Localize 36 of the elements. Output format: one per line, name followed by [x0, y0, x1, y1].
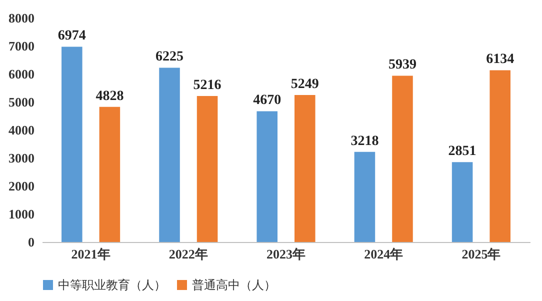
legend-label: 普通高中（人）: [192, 278, 276, 292]
x-tick-label: 2025年: [462, 246, 501, 262]
y-tick-label: 3000: [8, 150, 34, 166]
data-label: 5216: [193, 78, 222, 93]
y-tick-label: 4000: [8, 122, 34, 138]
bar: [392, 76, 413, 242]
bar: [62, 46, 82, 242]
bar: [159, 68, 180, 242]
data-label: 6974: [58, 28, 86, 44]
data-label: 4828: [96, 88, 124, 104]
y-tick-label: 1000: [8, 206, 34, 222]
x-tick-label: 2022年: [168, 246, 208, 262]
y-tick-label: 8000: [8, 10, 34, 26]
y-tick-label: 6000: [8, 66, 34, 82]
y-tick-label: 5000: [8, 94, 34, 110]
x-tick-label: 2021年: [71, 246, 110, 262]
bar: [99, 106, 120, 242]
y-tick-label: 7000: [8, 38, 34, 54]
x-tick-label: 2023年: [266, 246, 306, 262]
data-label: 6225: [156, 50, 184, 65]
x-tick-label: 2024年: [364, 246, 404, 262]
data-label: 4670: [253, 93, 282, 108]
data-label: 5249: [290, 77, 319, 92]
bar: [294, 95, 316, 242]
y-tick-label: 0: [28, 234, 34, 250]
bar: [490, 70, 510, 242]
bar: [354, 152, 376, 242]
data-label: 6134: [486, 52, 514, 68]
bar: [196, 96, 218, 242]
bar: [452, 162, 473, 242]
data-label: 5939: [388, 58, 416, 73]
bar: [256, 111, 278, 242]
data-label: 3218: [350, 134, 379, 149]
y-tick-label: 2000: [8, 178, 34, 194]
data-label: 2851: [448, 144, 476, 160]
legend-label: 中等职业教育（人）: [58, 278, 166, 292]
